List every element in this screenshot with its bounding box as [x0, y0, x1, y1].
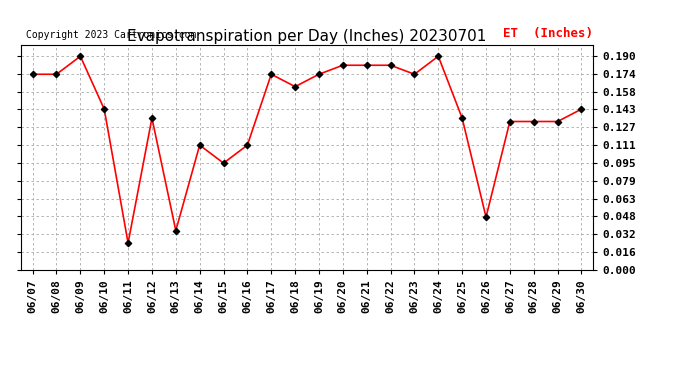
Point	[576, 106, 587, 112]
Point	[123, 240, 134, 246]
Point	[218, 160, 229, 166]
Point	[266, 71, 277, 77]
Title: Evapotranspiration per Day (Inches) 20230701: Evapotranspiration per Day (Inches) 2023…	[128, 29, 486, 44]
Point	[480, 214, 491, 220]
Point	[99, 106, 110, 112]
Point	[242, 142, 253, 148]
Point	[194, 142, 205, 148]
Point	[170, 228, 181, 234]
Point	[385, 62, 396, 68]
Point	[51, 71, 62, 77]
Point	[504, 118, 515, 124]
Point	[361, 62, 372, 68]
Point	[409, 71, 420, 77]
Point	[27, 71, 38, 77]
Point	[75, 53, 86, 59]
Point	[552, 118, 563, 124]
Point	[290, 84, 301, 90]
Text: ET  (Inches): ET (Inches)	[504, 27, 593, 40]
Point	[433, 53, 444, 59]
Point	[313, 71, 324, 77]
Point	[529, 118, 540, 124]
Point	[146, 115, 157, 121]
Point	[337, 62, 348, 68]
Text: Copyright 2023 Cartronics.com: Copyright 2023 Cartronics.com	[26, 30, 197, 40]
Point	[457, 115, 468, 121]
